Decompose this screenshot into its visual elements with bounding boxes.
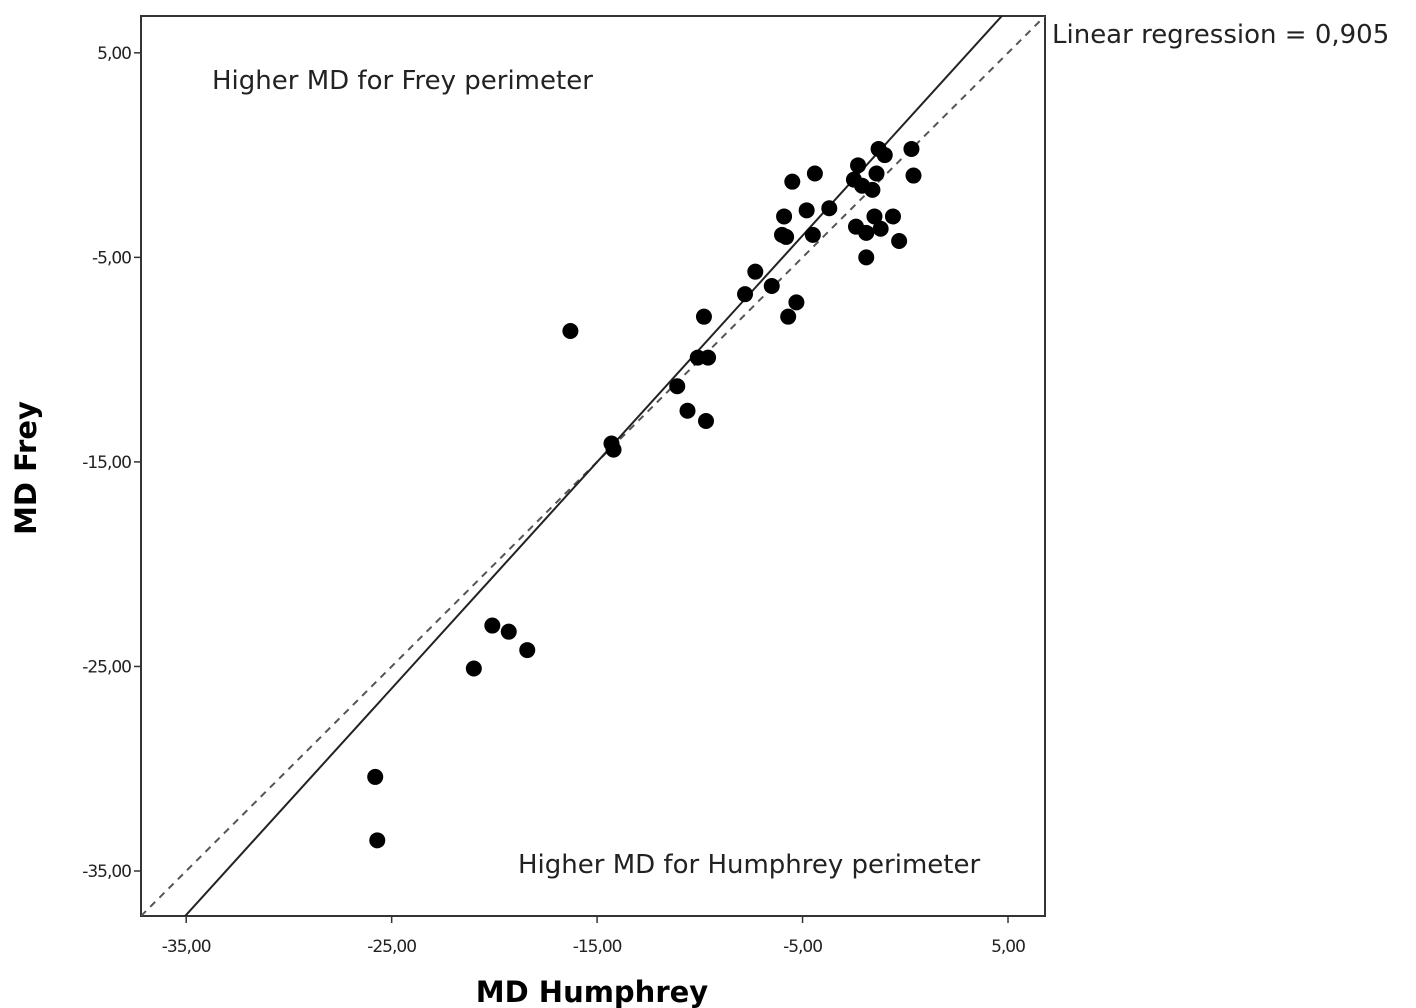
data-point (367, 768, 384, 785)
data-point (780, 308, 797, 325)
y-axis-title: MD Frey (9, 401, 43, 535)
data-point (776, 208, 793, 225)
y-tick-label: 5,00 (97, 44, 131, 64)
data-point (804, 226, 821, 243)
x-tick-label: 5,00 (991, 937, 1025, 957)
regression-line (183, 16, 1004, 916)
data-point (562, 323, 579, 339)
y-tick-label: -25,00 (82, 657, 131, 677)
regression-label: Linear regression = 0,905 (1052, 20, 1389, 50)
data-point (864, 181, 881, 198)
data-point (763, 278, 780, 294)
data-point (737, 286, 754, 303)
data-point (519, 642, 536, 659)
y-tick-label: -5,00 (92, 248, 131, 268)
plot-area-frame (140, 15, 1046, 917)
data-point (850, 157, 867, 174)
data-point (891, 233, 908, 249)
annotation-lower-right: Higher MD for Humphrey perimeter (518, 850, 980, 880)
data-point (884, 208, 901, 225)
data-point (465, 660, 482, 677)
data-point (858, 249, 875, 266)
data-point (788, 294, 805, 311)
axis-ticks: -35,00 -25,00 -15,00 -5,00 5,00 5,00 -5,00 -15,… (82, 44, 1026, 957)
x-tick-label: -5,00 (783, 937, 822, 957)
y-tick-label: -35,00 (82, 862, 131, 882)
data-point (698, 413, 714, 429)
annotation-upper-left: Higher MD for Frey perimeter (212, 66, 593, 96)
data-point (872, 220, 889, 237)
data-point (500, 623, 517, 640)
data-point (876, 147, 893, 164)
data-point (369, 832, 386, 849)
data-point (679, 402, 696, 419)
data-point (858, 224, 875, 241)
data-point (798, 202, 815, 219)
data-point (868, 165, 885, 182)
data-point (700, 349, 717, 366)
x-tick-label: -35,00 (162, 937, 211, 957)
y-tick-label: -15,00 (82, 453, 131, 473)
data-point (747, 263, 764, 280)
data-point (905, 167, 922, 184)
data-points (367, 140, 922, 849)
data-point (669, 378, 686, 395)
data-point (784, 173, 801, 190)
data-point (695, 308, 712, 325)
data-point (866, 208, 883, 225)
data-point (806, 165, 823, 182)
data-point (778, 228, 795, 245)
x-axis-title: MD Humphrey (476, 975, 709, 1008)
reference-lines (141, 16, 1045, 916)
x-tick-label: -15,00 (573, 937, 622, 957)
data-point (821, 200, 838, 217)
data-point (903, 140, 920, 157)
data-point (484, 617, 501, 634)
x-tick-label: -25,00 (367, 937, 416, 957)
data-point (605, 441, 622, 458)
